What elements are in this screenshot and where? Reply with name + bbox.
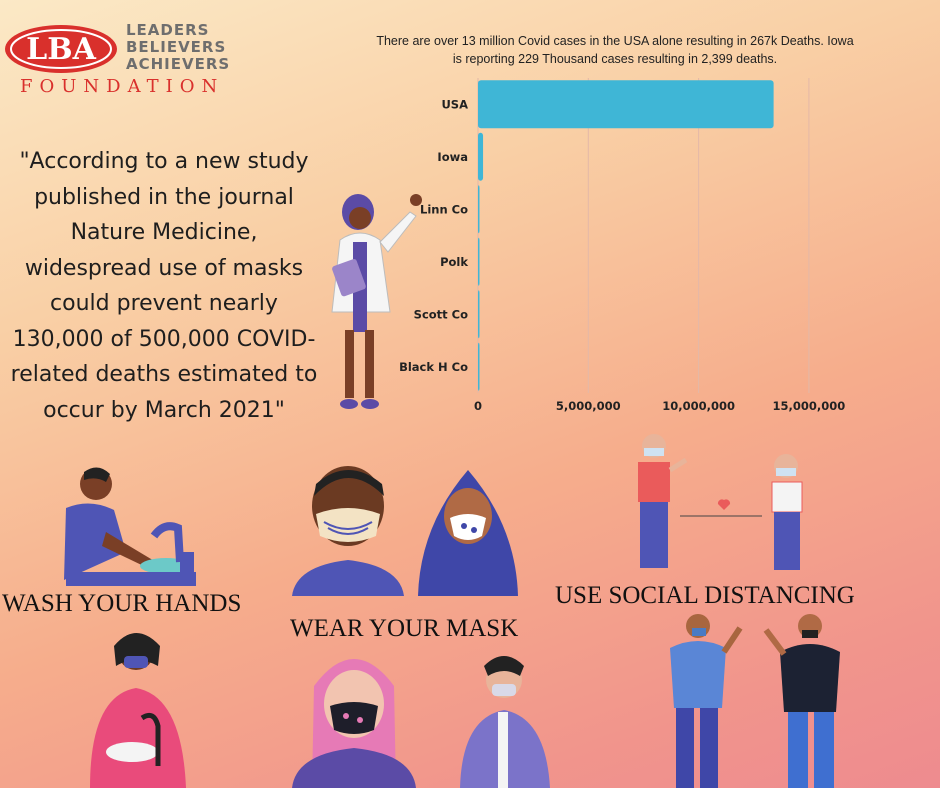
category-label: Linn Co bbox=[420, 202, 468, 216]
x-tick-label: 0 bbox=[474, 399, 482, 413]
doctor-illustration bbox=[331, 194, 422, 409]
social-distancing-slogan: USE SOCIAL DISTANCING bbox=[555, 582, 855, 609]
category-label: Scott Co bbox=[414, 307, 468, 321]
logo-word-achievers: ACHIEVERS bbox=[126, 55, 231, 73]
logo-word-leaders: LEADERS bbox=[126, 21, 210, 39]
lba-logo: LBA LEADERS BELIEVERS ACHIEVERS FOUNDATI… bbox=[4, 18, 254, 100]
bar bbox=[478, 342, 480, 391]
logo-word-believers: BELIEVERS bbox=[126, 38, 227, 56]
talking-men-illustration bbox=[670, 614, 840, 788]
masked-faces-illustration bbox=[292, 466, 518, 596]
x-tick-label: 15,000,000 bbox=[773, 399, 846, 413]
category-label: Black H Co bbox=[399, 360, 468, 374]
category-label: Polk bbox=[440, 255, 468, 269]
wear-mask-slogan: WEAR YOUR MASK bbox=[290, 615, 519, 642]
chart-caption: There are over 13 million Covid cases in… bbox=[376, 34, 854, 66]
bar bbox=[478, 290, 480, 339]
handwashing-illustration bbox=[64, 467, 196, 586]
bar bbox=[478, 132, 484, 181]
bar bbox=[478, 80, 774, 129]
lba-badge-icon: LBA bbox=[5, 25, 117, 73]
masked-women-illustration bbox=[292, 656, 550, 788]
category-label: USA bbox=[441, 97, 468, 111]
x-tick-label: 10,000,000 bbox=[662, 399, 735, 413]
handwashing-woman-illustration bbox=[90, 633, 186, 788]
logo-badge-text: LBA bbox=[26, 32, 96, 67]
x-tick-label: 5,000,000 bbox=[556, 399, 621, 413]
bar bbox=[478, 185, 480, 234]
covid-cases-bar-chart: 0 5,000,000 10,000,000 15,000,000 USA Iowa Lin… bbox=[399, 78, 846, 413]
logo-words: LEADERS BELIEVERS ACHIEVERS bbox=[126, 22, 230, 73]
bar bbox=[478, 237, 480, 286]
category-label: Iowa bbox=[437, 150, 468, 164]
logo-foundation: FOUNDATION bbox=[20, 76, 225, 97]
social-distancing-illustration bbox=[638, 434, 803, 570]
wash-hands-slogan: WASH YOUR HANDS bbox=[2, 590, 242, 617]
mask-study-quote: "According to a new study published in t… bbox=[10, 149, 318, 423]
